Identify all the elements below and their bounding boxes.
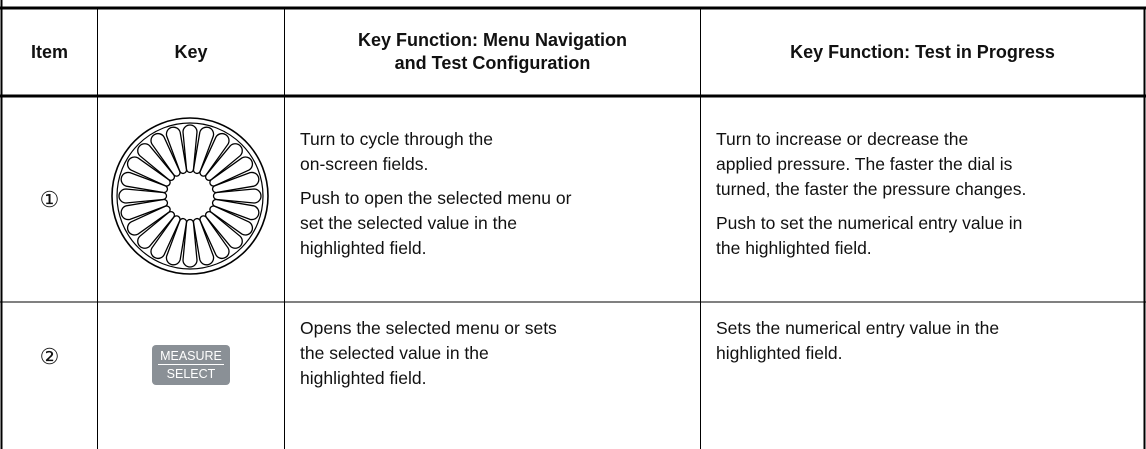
dial-groove (211, 171, 260, 194)
dial-groove (204, 143, 243, 182)
text-line: on-screen fields. (300, 154, 429, 174)
dial-icon (111, 117, 269, 275)
dial-groove (165, 126, 188, 175)
text-line: Opens the selected menu or sets (300, 318, 557, 338)
key-label: MEASURE (158, 349, 224, 365)
key-label: SELECT (166, 367, 216, 381)
text-line: highlighted field. (300, 368, 427, 388)
text-line: the highlighted field. (716, 238, 872, 258)
dial-outer (111, 117, 269, 275)
text-line: Push to set the numerical entry value in (716, 213, 1023, 233)
paragraph: Turn to increase or decrease the applied … (716, 127, 1144, 202)
text-line: set the selected value in the (300, 213, 517, 233)
dial-groove (126, 205, 171, 236)
test-cell: Turn to increase or decrease the applied … (701, 127, 1144, 270)
dial-groove (209, 156, 254, 187)
text-line: applied pressure. The faster the dial is (716, 154, 1013, 174)
dial-groove (126, 156, 171, 187)
header-cell: Key Function: Menu Navigation and Test C… (357, 30, 627, 73)
text-line: Turn to increase or decrease the (716, 129, 969, 149)
dial-groove (165, 217, 188, 266)
paragraph: Sets the numerical entry value in the hig… (716, 316, 1144, 366)
dial-groove (192, 217, 215, 266)
dial-groove (182, 124, 198, 174)
paragraph: Push to open the selected menu or set the… (300, 186, 700, 261)
menu-cell: Turn to cycle through the on-screen field… (285, 127, 700, 270)
dial-ring (116, 122, 264, 270)
dial-groove (137, 143, 176, 182)
key-button: MEASURE SELECT (152, 345, 230, 385)
item-number: ① (39, 186, 60, 212)
dial-groove (150, 132, 181, 177)
dial-groove (137, 210, 176, 249)
paragraph: Turn to cycle through the on-screen field… (300, 127, 700, 177)
header-cell: Item (30, 41, 68, 62)
dial-groove (199, 215, 230, 260)
item-number: ② (39, 344, 60, 369)
dial-groove (211, 198, 260, 221)
dial-groove (192, 126, 215, 175)
text-line: Turn to cycle through the (300, 129, 493, 149)
text-line: turned, the faster the pressure changes. (716, 179, 1027, 199)
dial-groove (212, 188, 262, 204)
header-cell: Key Function: Test in Progress (790, 41, 1055, 62)
text-line: highlighted field. (300, 238, 427, 258)
dial-groove (150, 215, 181, 260)
paragraph: Push to set the numerical entry value in… (716, 211, 1144, 261)
dial-groove (118, 188, 168, 204)
dial-groove (120, 198, 169, 221)
paragraph: Opens the selected menu or sets the selec… (300, 316, 700, 391)
header-cell: Key (174, 41, 208, 62)
menu-cell: Opens the selected menu or sets the selec… (285, 316, 700, 400)
text-line: Push to open the selected menu or (300, 188, 572, 208)
dial-groove (209, 205, 254, 236)
dial-groove (204, 210, 243, 249)
text-line: Sets the numerical entry value in the (716, 318, 1000, 338)
text-line: highlighted field. (716, 343, 843, 363)
text-line: the selected value in the (300, 343, 489, 363)
dial-groove (120, 171, 169, 194)
test-cell: Sets the numerical entry value in the hig… (701, 316, 1144, 375)
dial-groove (182, 218, 198, 268)
dial-groove (199, 132, 230, 177)
